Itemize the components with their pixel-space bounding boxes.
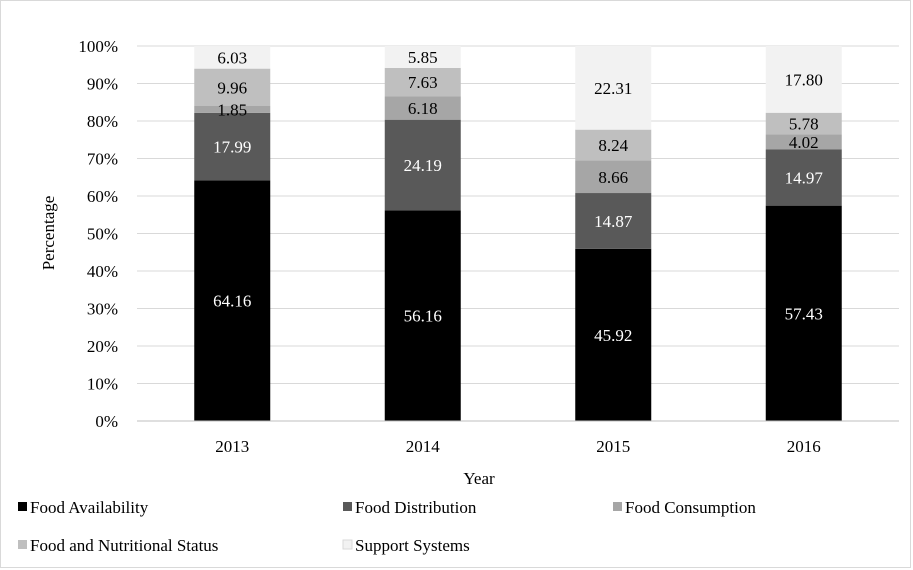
data-label: 56.16 [404,307,442,326]
legend-label: Food Availability [30,498,149,517]
legend-item: Food Distribution [343,498,477,517]
y-tick-label: 0% [95,412,118,431]
data-label: 4.02 [789,133,819,152]
data-label: 57.43 [785,304,823,323]
x-tick-label: 2015 [596,437,630,456]
data-label: 45.92 [594,326,632,345]
legend-swatch [18,540,27,549]
bar-segment [194,68,271,106]
x-tick-label: 2013 [215,437,249,456]
legend-item: Food Consumption [613,498,756,517]
bar-segment [194,180,271,421]
bar-segment [384,119,461,211]
y-tick-label: 50% [87,225,118,244]
legend-item: Food Availability [18,498,149,517]
y-tick-label: 10% [87,375,118,394]
data-label: 24.19 [404,156,442,175]
y-tick-label: 20% [87,337,118,356]
data-label: 1.85 [217,100,247,119]
legend-label: Food Consumption [625,498,756,517]
legend-label: Food and Nutritional Status [30,536,218,555]
bar-segment [765,205,842,421]
bar-segment [194,46,271,69]
x-tick-label: 2014 [406,437,441,456]
bar-segment [575,193,652,249]
data-label: 64.16 [213,292,251,311]
data-label: 7.63 [408,73,438,92]
x-tick-label: 2016 [787,437,821,456]
bar-segment [575,160,652,194]
data-label: 6.18 [408,99,438,118]
data-label: 8.24 [598,136,628,155]
data-labels: 64.16 17.99 1.85 9.96 6.03 56.16 24.19 6.18 7.63… [213,48,823,345]
data-label: 17.80 [785,70,823,89]
bar-segment [765,134,842,150]
bar-segment [384,96,461,120]
data-label: 14.87 [594,212,633,231]
legend-item: Food and Nutritional Status [18,536,218,555]
bar-segment [194,106,271,113]
bar-segment [384,45,461,68]
bar-segment [575,46,652,130]
data-label: 9.96 [217,78,247,97]
data-label: 14.97 [785,169,824,188]
y-tick-label: 100% [78,37,118,56]
x-tick-labels: 2013 2014 2015 2016 [215,437,821,456]
bar-segment [384,210,461,421]
bar-segment [194,112,271,181]
legend-item: Support Systems [342,536,470,555]
legend: Food Availability Food Distribution Food C… [18,498,756,555]
legend-label: Support Systems [355,536,470,555]
y-tick-label: 30% [87,300,118,319]
bar-segment [765,112,842,135]
data-label: 22.31 [594,79,632,98]
data-label: 17.99 [213,138,251,157]
x-axis-title: Year [463,469,495,488]
legend-swatch [613,502,622,511]
y-tick-labels: 0% 10% 20% 30% 40% 50% 60% 70% 80% 90% 100% [78,37,118,431]
bar-segment [575,129,652,161]
bar-segment [765,149,842,206]
data-label: 8.66 [598,168,628,187]
bar-segment [384,67,461,97]
y-tick-label: 40% [87,262,118,281]
legend-swatch [18,502,27,511]
y-tick-label: 90% [87,75,118,94]
y-tick-label: 80% [87,112,118,131]
y-tick-label: 70% [87,150,118,169]
y-tick-label: 60% [87,187,118,206]
bars [194,45,842,421]
bar-segment [575,248,652,421]
legend-swatch [343,502,352,511]
y-axis-title: Percentage [39,196,58,271]
data-label: 5.78 [789,115,819,134]
data-label: 5.85 [408,48,438,67]
data-label: 6.03 [217,48,247,67]
legend-label: Food Distribution [355,498,477,517]
bar-segment [765,46,842,113]
legend-swatch [342,539,353,550]
